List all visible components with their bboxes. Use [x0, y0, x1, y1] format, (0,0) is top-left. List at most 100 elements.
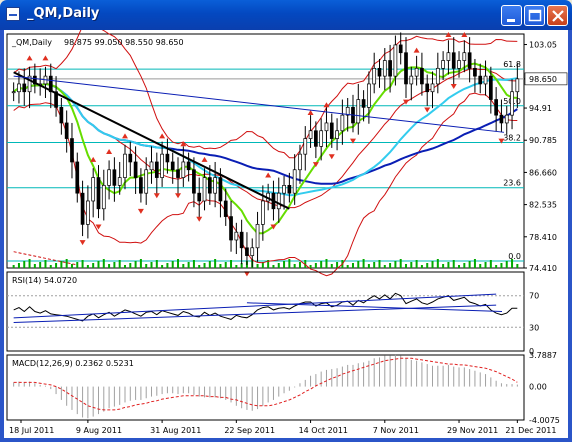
candle-body — [112, 169, 117, 186]
volume-bar — [102, 259, 105, 268]
candle-body — [377, 67, 382, 77]
trendline-blue — [13, 75, 505, 133]
candle-body — [356, 99, 361, 124]
volume-bar — [500, 263, 503, 268]
rsi-panel-title: RSI(14) 54.0720 — [12, 276, 77, 285]
fractal-up-arrow — [201, 156, 208, 162]
price-panel-title: _QM,Daily — [11, 38, 52, 47]
macd-panel-title: MACD(12,26,9) 0.2362 0.5231 — [12, 359, 134, 368]
volume-bar — [405, 264, 408, 268]
price-tick-label: 98.650 — [529, 75, 557, 84]
fractal-down-arrow — [95, 224, 102, 230]
candle-body — [404, 52, 408, 85]
candle-body — [22, 83, 27, 93]
macd-panel: MACD(12,26,9) 0.2362 0.5231 — [6, 354, 525, 421]
candle-body — [202, 177, 207, 202]
volume-bar — [394, 261, 397, 268]
fractal-up-arrow — [461, 32, 468, 37]
rsi-descending-trendline — [246, 302, 503, 312]
volume-bar — [436, 259, 439, 268]
volume-bar — [150, 262, 153, 268]
volume-bar — [166, 263, 169, 268]
volume-bar — [192, 260, 195, 268]
macd-tick-label: 3.7887 — [529, 351, 557, 360]
volume-bar — [12, 265, 15, 268]
fractal-up-arrow — [180, 141, 187, 147]
candle-body — [329, 122, 334, 139]
window-title: _QM,Daily — [27, 6, 100, 21]
fractal-up-arrow — [323, 102, 330, 108]
fib-level-label: 0.0 — [508, 252, 521, 261]
candle-body — [245, 247, 249, 256]
fractal-down-arrow — [498, 138, 505, 144]
price-tick-label: 90.785 — [529, 136, 557, 145]
axis-layer: 103.05 98.650 94.91 90.785 86.660 82.535 78.41… — [9, 41, 568, 435]
candle-body — [414, 67, 419, 77]
fractal-down-arrow — [270, 224, 277, 230]
volume-bar — [76, 262, 79, 268]
candle-body — [361, 99, 366, 108]
volume-bar — [330, 264, 333, 268]
candle-body — [239, 231, 244, 249]
volume-bar — [139, 259, 142, 268]
volume-bar — [28, 259, 31, 268]
candle-body — [139, 177, 143, 194]
candle-body — [33, 75, 37, 85]
volume-bar — [203, 263, 206, 268]
volume-bar — [230, 260, 233, 268]
bollinger-lower-line — [13, 92, 518, 277]
volume-bar — [314, 263, 317, 268]
moving-average-mid-line — [13, 77, 518, 197]
volume-bar — [298, 262, 301, 268]
macd-tick-label: 0.00 — [529, 383, 547, 392]
volume-bar — [118, 260, 121, 268]
x-tick-label: 14 Oct 2011 — [299, 426, 348, 435]
fractal-down-arrow — [424, 107, 431, 113]
candle-body — [181, 161, 186, 178]
candle-body — [462, 52, 467, 61]
rsi-tick-label: 0 — [529, 347, 534, 356]
volume-bar — [65, 259, 68, 268]
minimize-button[interactable] — [501, 5, 522, 26]
macd-signal-line — [13, 357, 518, 411]
volume-bar — [161, 265, 164, 268]
volume-bar — [17, 263, 20, 268]
rsi-tick-label: 30 — [529, 323, 539, 332]
volume-bar — [293, 264, 296, 268]
volume-bar — [261, 262, 264, 268]
fractal-down-arrow — [450, 84, 457, 90]
bollinger-middle-line — [13, 68, 518, 209]
candle-body — [292, 169, 297, 194]
x-tick-label: 29 Nov 2011 — [447, 426, 498, 435]
candle-body — [186, 161, 191, 171]
candle-body — [54, 91, 58, 108]
candle-body — [96, 177, 101, 210]
candle-body — [409, 75, 414, 85]
volume-bar — [171, 261, 174, 268]
candle-body — [197, 192, 202, 202]
volume-bar — [489, 260, 492, 268]
candle-body — [398, 44, 403, 54]
volume-bar — [155, 260, 158, 268]
volume-bar — [463, 263, 466, 268]
candle-body — [207, 177, 212, 194]
chart-window-icon — [6, 7, 20, 21]
candle-body — [435, 67, 440, 85]
volume-bar — [458, 265, 461, 268]
volume-bar — [320, 261, 323, 268]
candle-body — [192, 169, 196, 194]
volume-bar — [351, 263, 354, 268]
fractal-up-arrow — [307, 110, 314, 116]
candle-body — [420, 67, 424, 85]
close-button[interactable] — [547, 5, 568, 26]
volume-bar — [383, 265, 386, 268]
volume-bar — [495, 265, 498, 268]
maximize-button[interactable] — [524, 5, 545, 26]
fractal-down-arrow — [175, 193, 182, 199]
volume-bar — [198, 265, 201, 268]
candle-body — [441, 60, 445, 69]
volume-bar — [367, 264, 370, 268]
fractal-down-arrow — [79, 240, 86, 246]
